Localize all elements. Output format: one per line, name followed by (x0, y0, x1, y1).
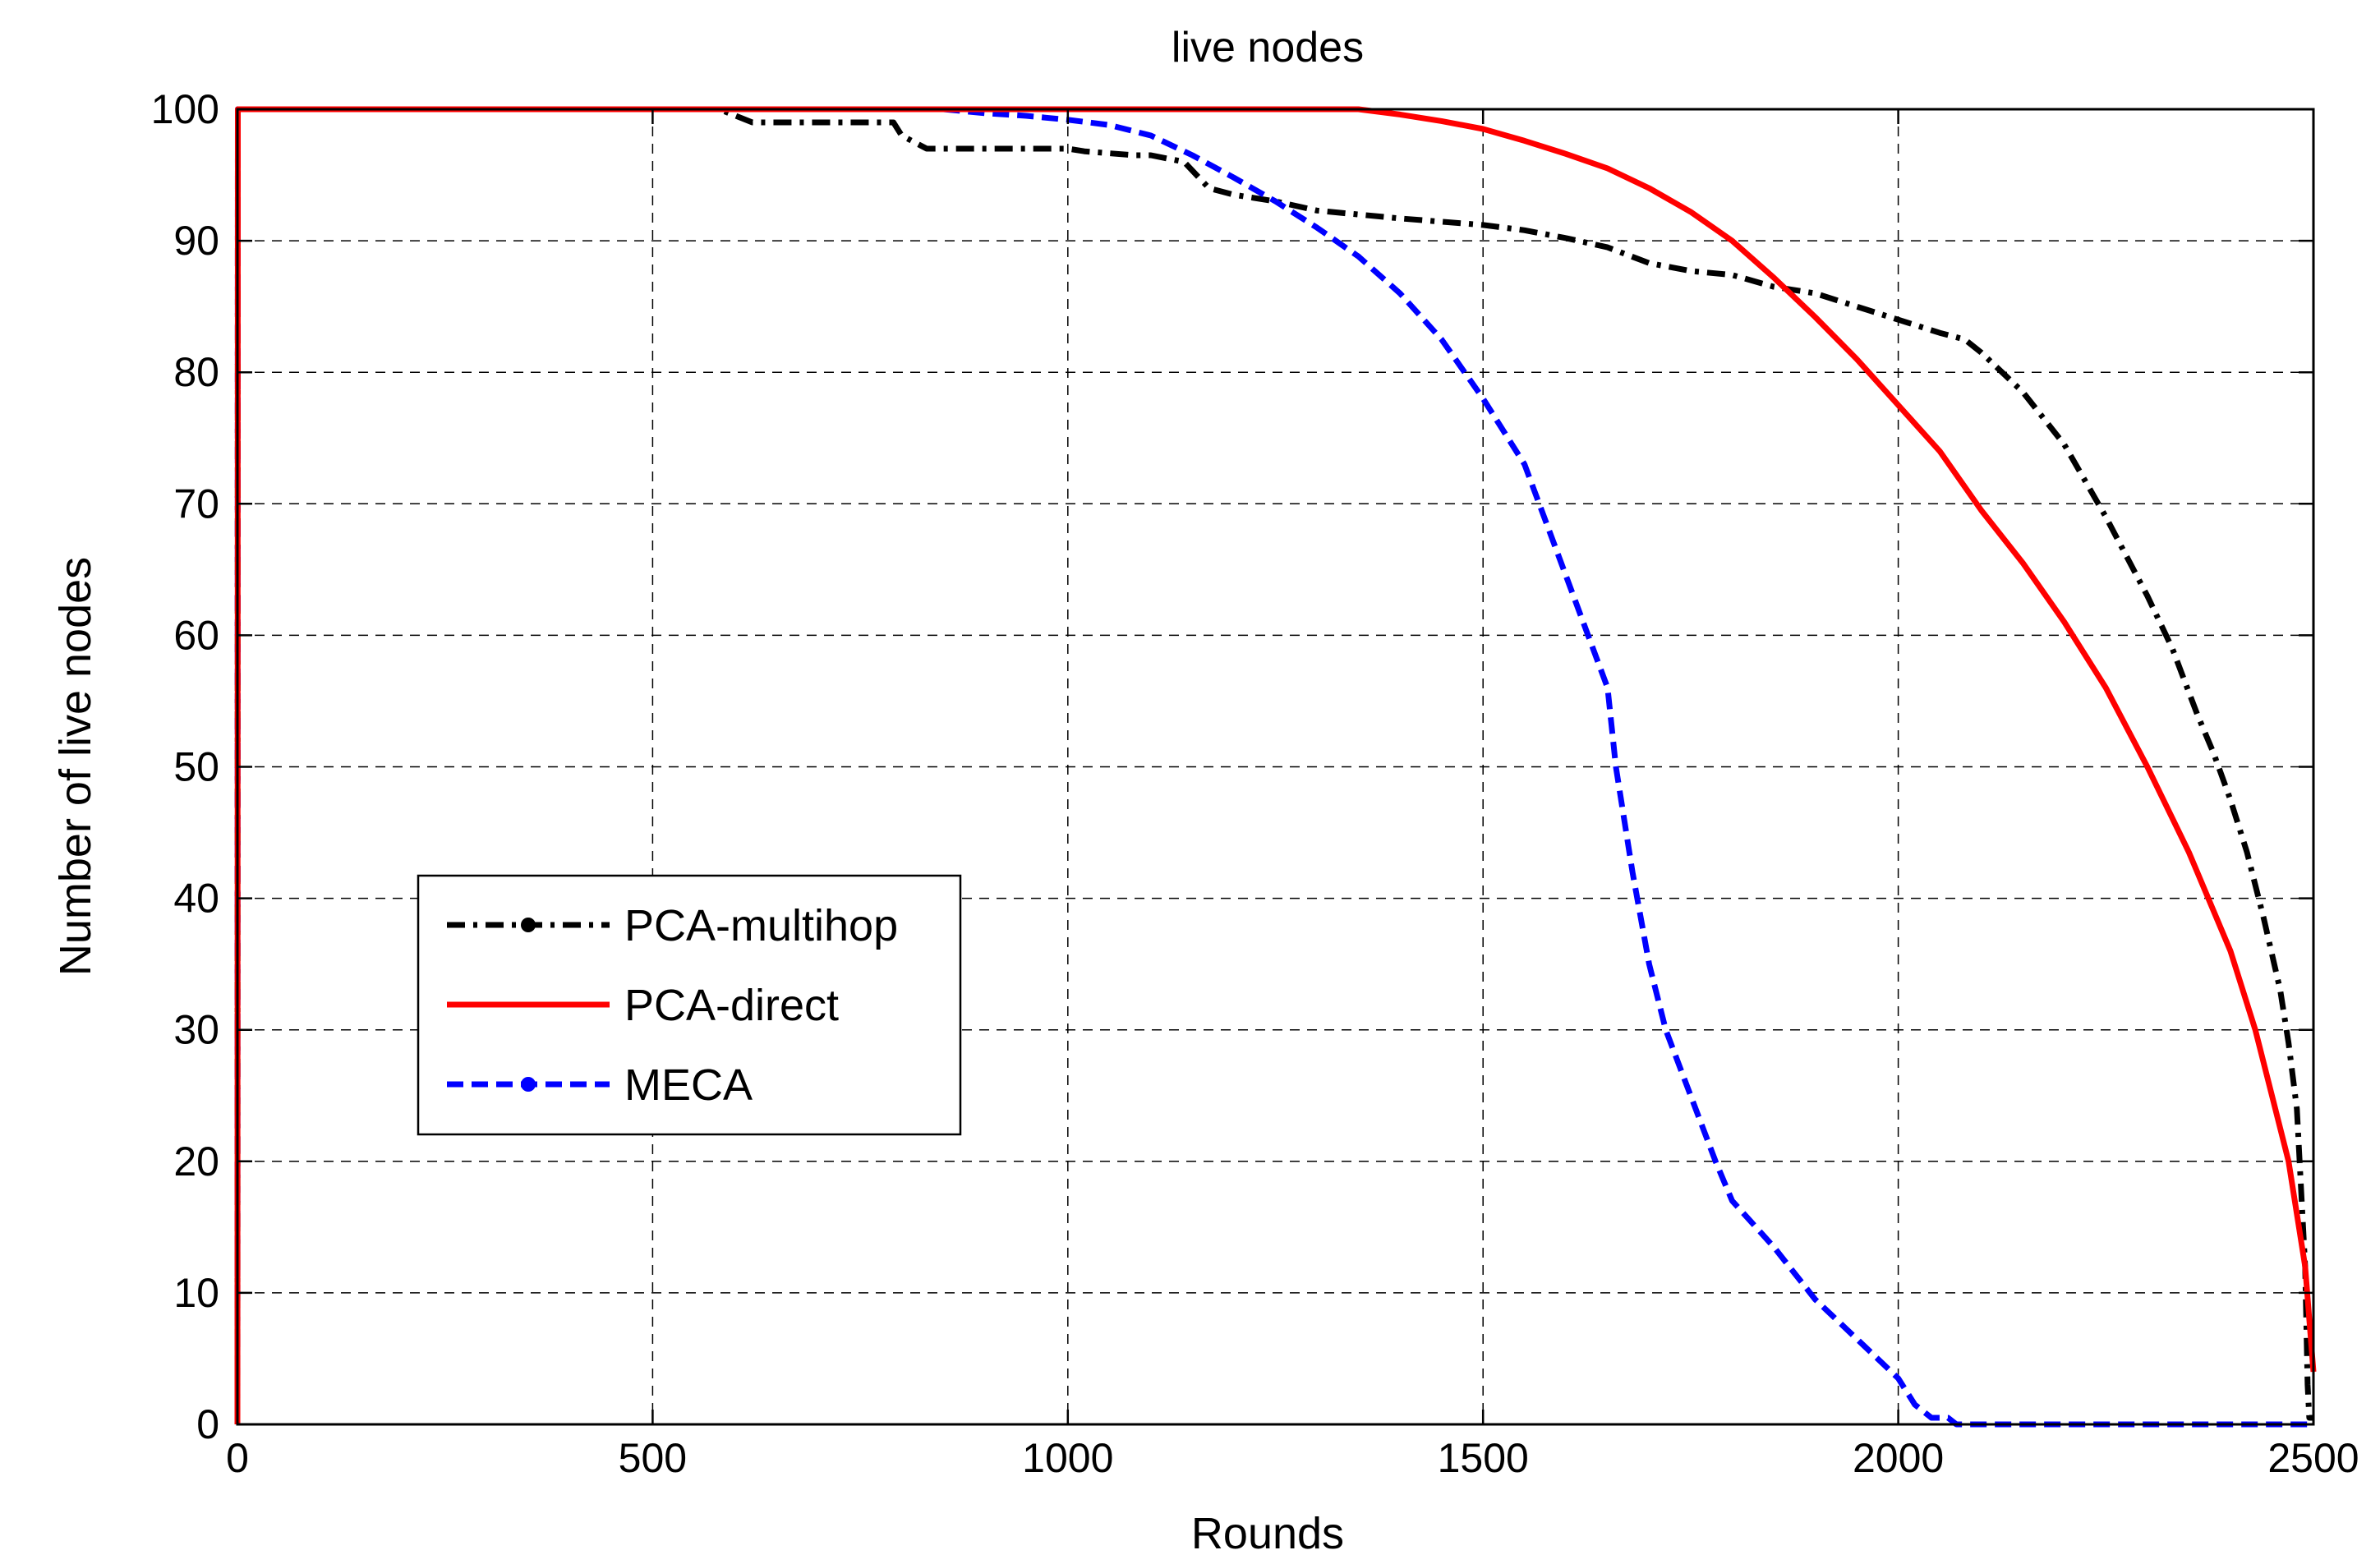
legend-marker (521, 1077, 536, 1092)
axis-ticks: 0 500 1000 1500 2000 2500 0 10 20 30 40 50 60 70 80 90 1… (151, 86, 2359, 1481)
series-line-pca-direct (234, 106, 2317, 1425)
legend-label: PCA-direct (624, 981, 839, 1030)
y-tick-label: 100 (151, 86, 219, 132)
legend-marker (521, 918, 536, 932)
series-line-meca (234, 106, 2313, 1428)
series-layer (234, 106, 2317, 1428)
y-tick-label: 50 (173, 744, 219, 790)
y-axis-title: Number of live nodes (51, 557, 100, 976)
legend-label: MECA (624, 1060, 753, 1110)
y-tick-label: 60 (173, 612, 219, 658)
grid-lines (237, 109, 2313, 1424)
y-tick-label: 40 (173, 876, 219, 922)
y-tick-label: 70 (173, 481, 219, 527)
y-tick-label: 10 (173, 1270, 219, 1316)
x-tick-label: 2000 (1853, 1435, 1944, 1481)
legend-label: PCA-multihop (624, 901, 898, 950)
y-tick-label: 90 (173, 218, 219, 264)
y-tick-label: 0 (196, 1401, 219, 1447)
x-tick-label: 1500 (1438, 1435, 1529, 1481)
y-tick-label: 20 (173, 1138, 219, 1184)
x-axis-title: Rounds (1191, 1509, 1344, 1558)
series-line-pca-multihop (234, 106, 2313, 1425)
x-tick-label: 2500 (2267, 1435, 2359, 1481)
chart-title: live nodes (1172, 24, 1364, 71)
y-tick-label: 30 (173, 1007, 219, 1053)
y-tick-label: 80 (173, 349, 219, 395)
x-tick-label: 1000 (1022, 1435, 1113, 1481)
x-tick-label: 500 (619, 1435, 687, 1481)
legend: PCA-multihop PCA-direct MECA (417, 874, 962, 1136)
x-tick-label: 0 (226, 1435, 249, 1481)
